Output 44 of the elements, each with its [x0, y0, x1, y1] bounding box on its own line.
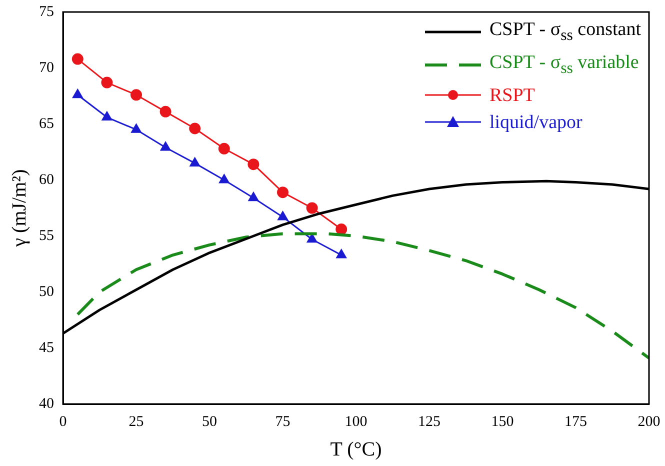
y-tick-label: 70 — [39, 60, 54, 76]
point — [277, 186, 288, 198]
x-tick-label: 150 — [491, 414, 514, 430]
point — [219, 174, 230, 184]
x-tick-label: 25 — [128, 414, 144, 430]
point — [130, 89, 142, 101]
point — [190, 157, 200, 166]
line-series — [76, 232, 649, 360]
x-tick-label: 125 — [418, 414, 440, 430]
point — [336, 249, 346, 258]
legend-label: CSPT - σ$_{ss}$ variable — [489, 50, 639, 79]
point — [72, 53, 84, 65]
point — [306, 234, 318, 243]
point — [160, 142, 171, 151]
x-tick-label: 200 — [638, 414, 660, 430]
y-tick-label: 45 — [39, 340, 54, 356]
point — [336, 224, 348, 236]
x-tick-label: 0 — [59, 414, 67, 430]
x-axis-title: T (°C) — [330, 438, 382, 460]
y-tick-label: 50 — [39, 284, 54, 300]
x-tick-label: 50 — [202, 414, 217, 430]
point — [102, 112, 112, 121]
point — [160, 106, 172, 118]
y-tick-label: 65 — [39, 116, 54, 132]
point — [278, 211, 288, 220]
point — [101, 76, 113, 88]
point — [248, 192, 259, 202]
point — [189, 122, 201, 134]
point — [131, 124, 142, 133]
y-tick-label: 75 — [39, 4, 54, 20]
point — [248, 158, 260, 170]
x-tick-label: 175 — [564, 414, 587, 430]
point — [72, 89, 83, 98]
x-tick-label: 100 — [344, 414, 368, 430]
x-tick-label: 75 — [275, 414, 290, 430]
y-tick-label: 40 — [39, 396, 54, 412]
y-tick-label: 60 — [39, 172, 54, 188]
legend-label: liquid/vapor — [489, 110, 582, 135]
legend-label: CSPT - σ$_{ss}$ constant — [489, 18, 641, 46]
point — [306, 202, 318, 214]
y-tick-label: 55 — [39, 228, 54, 244]
point — [218, 142, 230, 154]
y-axis-title: γ (mJ/m²) — [8, 169, 30, 248]
legend-label: RSPT — [489, 84, 535, 108]
